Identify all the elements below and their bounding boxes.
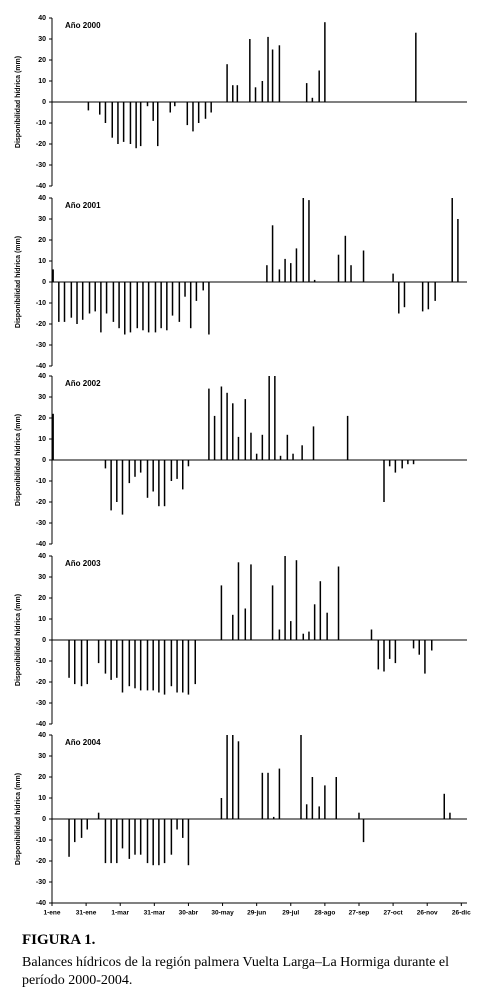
y-tick-label: -10	[36, 478, 46, 485]
y-tick-label: 20	[38, 595, 46, 602]
y-tick-label: 0	[42, 99, 46, 106]
y-tick-label: 40	[38, 15, 46, 22]
y-tick-label: -40	[36, 721, 46, 728]
y-tick-label: 30	[38, 753, 46, 760]
x-tick-label: 29-jun	[247, 910, 266, 917]
y-tick-label: -40	[36, 183, 46, 190]
y-tick-label: -10	[36, 837, 46, 844]
y-tick-label: -20	[36, 679, 46, 686]
x-tick-label: 28-ago	[314, 910, 335, 917]
y-tick-label: 40	[38, 732, 46, 739]
y-tick-label: -30	[36, 700, 46, 707]
y-tick-label: -10	[36, 300, 46, 307]
y-tick-label: 30	[38, 216, 46, 223]
y-tick-label: -40	[36, 541, 46, 548]
x-tick-label: 27-sep	[349, 910, 370, 917]
x-tick-label: 30-may	[211, 910, 234, 917]
panel-title: Año 2001	[65, 201, 101, 210]
y-tick-label: -20	[36, 499, 46, 506]
y-tick-label: 40	[38, 553, 46, 560]
y-tick-label: -30	[36, 879, 46, 886]
x-tick-label: 26-nov	[417, 910, 438, 917]
panel-title: Año 2000	[65, 21, 101, 30]
y-axis-label: Disponibilidad hídrica (mm)	[15, 773, 22, 865]
x-tick-label: 26-dic	[452, 910, 471, 917]
panel-title: Año 2004	[65, 738, 101, 747]
y-tick-label: 20	[38, 57, 46, 64]
panel-title: Año 2002	[65, 379, 101, 388]
y-tick-label: -20	[36, 858, 46, 865]
x-tick-label: 1-ene	[44, 910, 61, 917]
y-tick-label: -40	[36, 900, 46, 907]
y-tick-label: 30	[38, 394, 46, 401]
x-tick-label: 1-mar	[111, 910, 129, 917]
x-tick-label: 30-abr	[179, 910, 199, 917]
y-axis-label: Disponibilidad hídrica (mm)	[15, 414, 22, 506]
y-tick-label: -30	[36, 520, 46, 527]
y-axis-label: Disponibilidad hídrica (mm)	[15, 594, 22, 686]
y-tick-label: 20	[38, 774, 46, 781]
y-tick-label: 20	[38, 237, 46, 244]
x-tick-label: 29-jul	[282, 910, 299, 917]
y-tick-label: -40	[36, 363, 46, 370]
y-tick-label: 0	[42, 816, 46, 823]
y-tick-label: -10	[36, 120, 46, 127]
y-tick-label: 10	[38, 616, 46, 623]
chart: 40 30 20 10 0 -10 -20 -30 -40 Año 2000 Disponibili…	[15, 15, 471, 917]
y-tick-label: 10	[38, 78, 46, 85]
panel-title: Año 2003	[65, 559, 101, 568]
y-tick-label: 40	[38, 373, 46, 380]
y-tick-label: -20	[36, 321, 46, 328]
y-tick-label: -30	[36, 162, 46, 169]
figure-label: FIGURA 1.	[22, 932, 96, 948]
y-tick-label: 10	[38, 258, 46, 265]
y-tick-label: 40	[38, 195, 46, 202]
y-tick-label: 30	[38, 574, 46, 581]
y-tick-label: 20	[38, 415, 46, 422]
y-tick-label: -20	[36, 141, 46, 148]
y-axis-label: Disponibilidad hídrica (mm)	[15, 236, 22, 328]
y-tick-label: 0	[42, 279, 46, 286]
x-tick-label: 31-ene	[76, 910, 97, 917]
y-tick-label: 10	[38, 436, 46, 443]
y-tick-label: 0	[42, 457, 46, 464]
y-tick-label: 10	[38, 795, 46, 802]
y-tick-label: -30	[36, 342, 46, 349]
figure-caption: Balances hídricos de la región palmera V…	[22, 955, 450, 988]
y-axis-label: Disponibilidad hídrica (mm)	[15, 56, 22, 148]
y-tick-label: 0	[42, 637, 46, 644]
y-tick-label: -10	[36, 658, 46, 665]
x-tick-label: 27-oct	[384, 910, 404, 917]
y-tick-label: 30	[38, 36, 46, 43]
x-tick-label: 31-mar	[144, 910, 166, 917]
